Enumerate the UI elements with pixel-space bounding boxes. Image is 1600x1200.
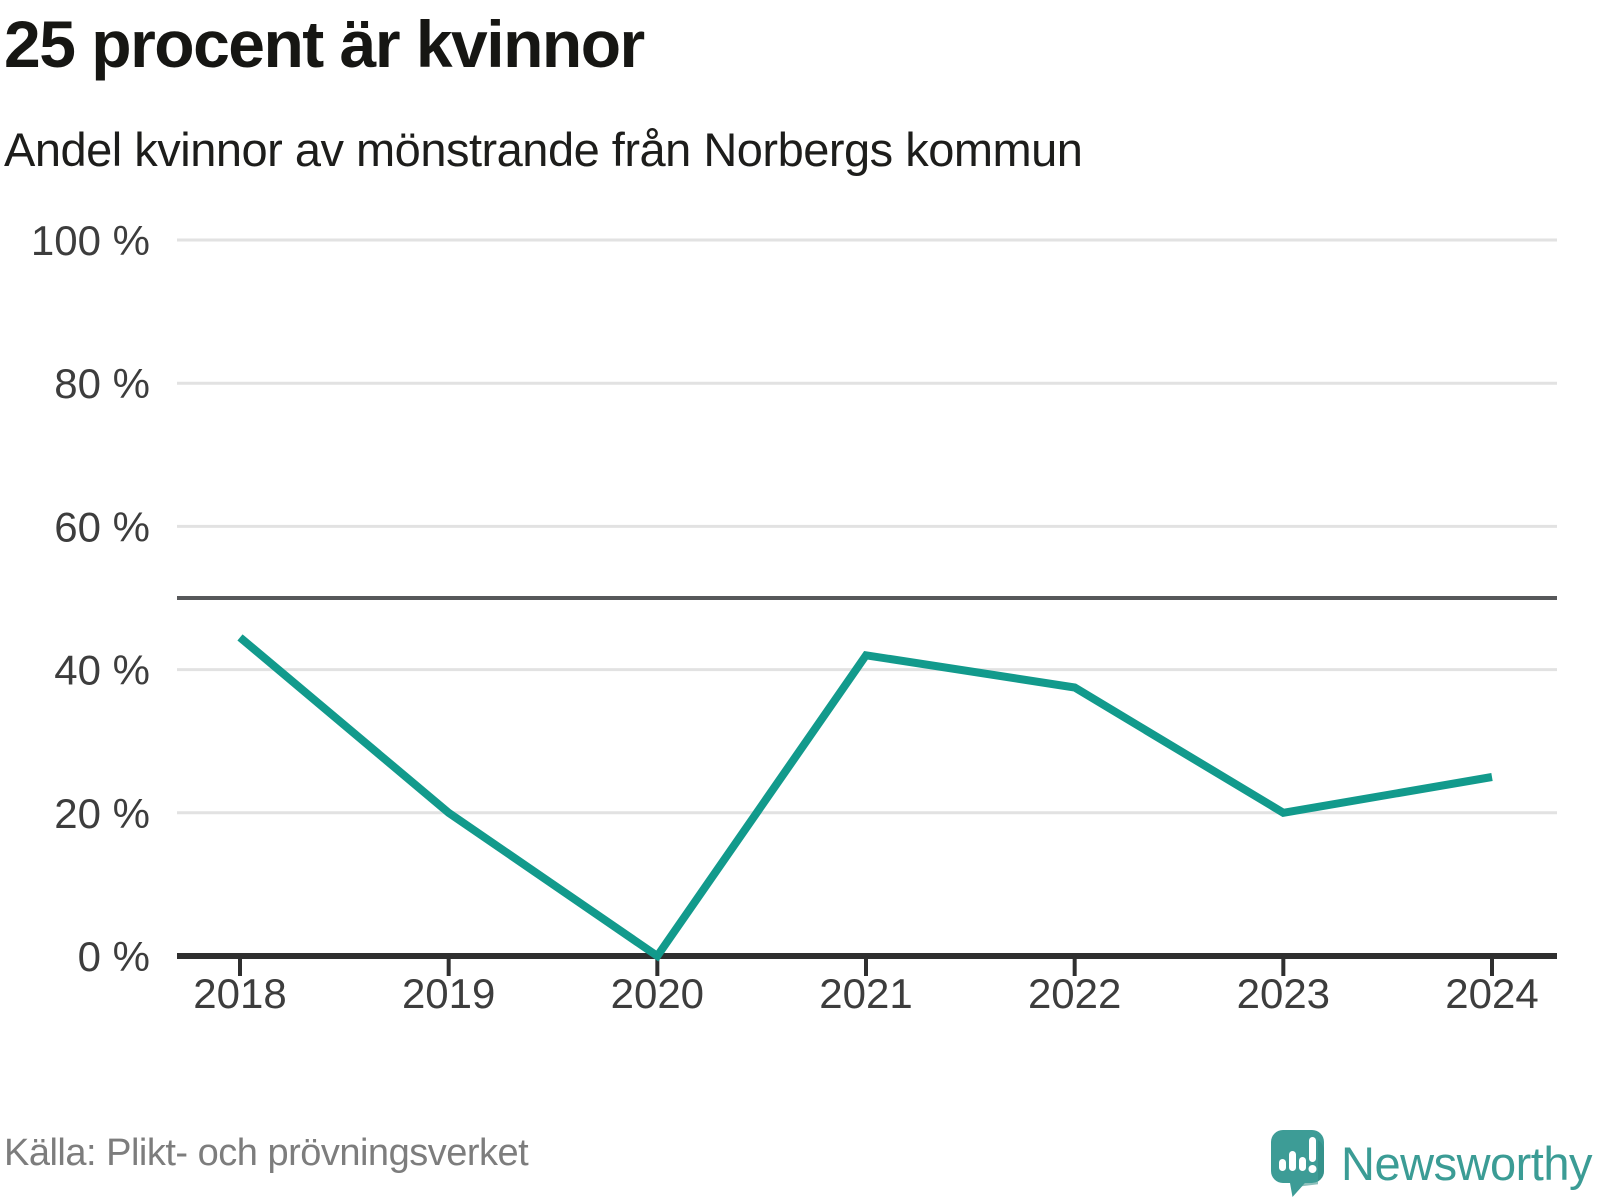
data-line (237, 634, 1493, 962)
logo-bubble-shade (1302, 1140, 1325, 1187)
x-tick-label: 2019 (402, 970, 495, 1017)
y-tick-label: 0 % (78, 933, 150, 980)
logo-bar-1 (1279, 1159, 1287, 1171)
y-tick-label: 80 % (54, 360, 150, 407)
logo-bar-3 (1299, 1157, 1307, 1171)
logo-exclamation-dot (1308, 1165, 1317, 1173)
x-tick-label: 2024 (1445, 970, 1538, 1017)
chart-title: 25 procent är kvinnor (4, 7, 645, 81)
chart-subtitle: Andel kvinnor av mönstrande från Norberg… (4, 123, 1083, 176)
y-tick-label: 20 % (54, 790, 150, 837)
logo-exclamation-bar (1309, 1137, 1317, 1162)
line-chart: 0 % 20 % 40 % 60 % 80 % 100 % 2018 2019 2020 2021… (31, 217, 1557, 1017)
newsworthy-logo-icon (1271, 1130, 1325, 1197)
x-tick-label: 2020 (611, 970, 704, 1017)
brand-name: Newsworthy (1341, 1136, 1592, 1190)
y-tick-label: 60 % (54, 503, 150, 550)
y-tick-label: 40 % (54, 647, 150, 694)
x-tick-label: 2022 (1028, 970, 1121, 1017)
source-note: Källa: Plikt- och prövningsverket (4, 1132, 529, 1174)
logo-bar-2 (1289, 1151, 1297, 1171)
x-tick-label: 2021 (819, 970, 912, 1017)
logo-bubble (1271, 1130, 1325, 1197)
brand-lockup: Newsworthy (1269, 1128, 1592, 1198)
x-tick-label: 2018 (193, 970, 286, 1017)
x-tick-label: 2023 (1237, 970, 1330, 1017)
y-tick-label: 100 % (31, 217, 150, 264)
